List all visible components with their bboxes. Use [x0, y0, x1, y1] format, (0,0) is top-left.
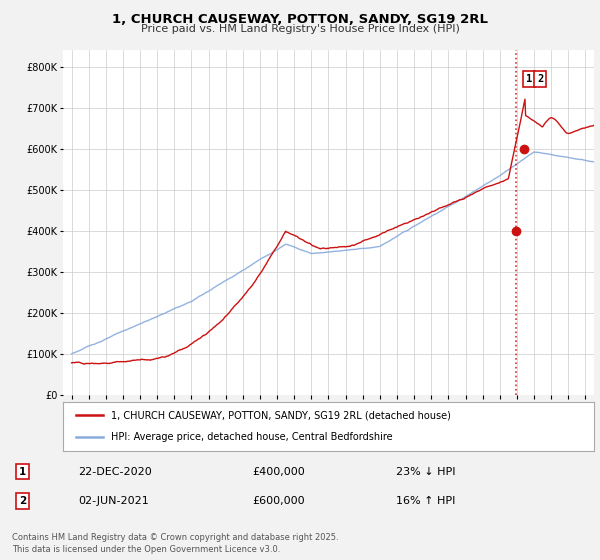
- Text: 23% ↓ HPI: 23% ↓ HPI: [396, 466, 455, 477]
- Text: 1, CHURCH CAUSEWAY, POTTON, SANDY, SG19 2RL: 1, CHURCH CAUSEWAY, POTTON, SANDY, SG19 …: [112, 13, 488, 26]
- Text: Contains HM Land Registry data © Crown copyright and database right 2025.
This d: Contains HM Land Registry data © Crown c…: [12, 533, 338, 554]
- Text: 1: 1: [19, 466, 26, 477]
- Text: 1, CHURCH CAUSEWAY, POTTON, SANDY, SG19 2RL (detached house): 1, CHURCH CAUSEWAY, POTTON, SANDY, SG19 …: [111, 410, 451, 421]
- Text: 22-DEC-2020: 22-DEC-2020: [78, 466, 152, 477]
- Text: £600,000: £600,000: [252, 496, 305, 506]
- Text: 2: 2: [19, 496, 26, 506]
- Text: Price paid vs. HM Land Registry's House Price Index (HPI): Price paid vs. HM Land Registry's House …: [140, 24, 460, 34]
- Text: 16% ↑ HPI: 16% ↑ HPI: [396, 496, 455, 506]
- Text: 2: 2: [537, 74, 543, 84]
- Text: HPI: Average price, detached house, Central Bedfordshire: HPI: Average price, detached house, Cent…: [111, 432, 392, 442]
- Text: £400,000: £400,000: [252, 466, 305, 477]
- Text: 02-JUN-2021: 02-JUN-2021: [78, 496, 149, 506]
- Text: 1: 1: [526, 74, 532, 84]
